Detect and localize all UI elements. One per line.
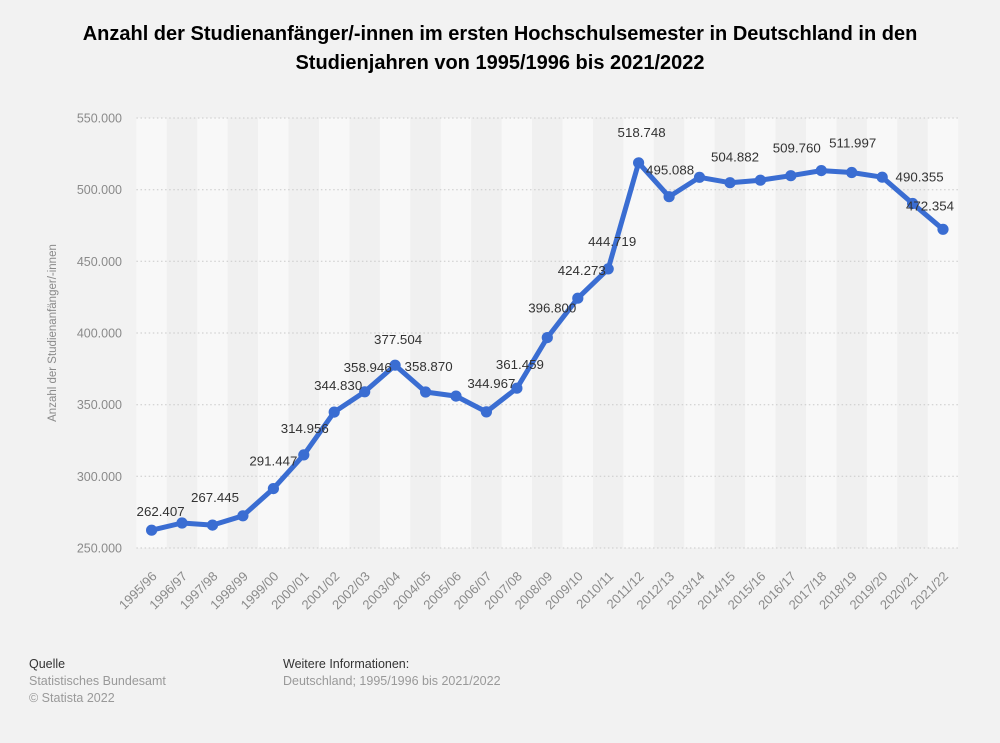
data-point-2007-08[interactable] bbox=[511, 382, 523, 394]
data-point-2020-21[interactable] bbox=[907, 197, 919, 210]
data-point-2015-16[interactable] bbox=[754, 174, 767, 186]
data-point-label: 314.956 bbox=[281, 421, 329, 436]
data-point-2013-14[interactable] bbox=[693, 171, 706, 183]
data-point-2000-01[interactable] bbox=[298, 449, 310, 461]
data-point-label: 344.967 bbox=[467, 376, 515, 391]
y-tick-label: 500.000 bbox=[77, 183, 122, 197]
data-point-label: 361.459 bbox=[496, 357, 544, 372]
plot-band bbox=[836, 118, 867, 548]
data-point-2005-06[interactable] bbox=[450, 390, 462, 402]
data-point-2018-19[interactable] bbox=[846, 166, 858, 179]
data-point-2017-18[interactable] bbox=[815, 165, 827, 177]
data-point-1998-99[interactable] bbox=[237, 510, 249, 522]
data-point-label: 504.882 bbox=[711, 150, 759, 165]
data-point-2014-15[interactable] bbox=[724, 177, 736, 189]
copyright-note: © Statista 2022 bbox=[29, 691, 115, 705]
data-point-1997-98[interactable] bbox=[206, 519, 219, 531]
data-point-label: 518.748 bbox=[618, 125, 666, 140]
source-name: Statistisches Bundesamt bbox=[29, 674, 166, 688]
y-tick-label: 550.000 bbox=[77, 112, 122, 126]
data-point-2009-10[interactable] bbox=[572, 292, 584, 304]
data-point-2004-05[interactable] bbox=[420, 386, 432, 398]
info-label: Weitere Informationen: bbox=[283, 657, 410, 671]
data-point-2016-17[interactable] bbox=[785, 170, 797, 182]
data-point-2010-11[interactable] bbox=[602, 263, 614, 275]
plot-band bbox=[227, 118, 259, 548]
data-point-label: 511.997 bbox=[829, 136, 876, 151]
y-axis-title: Anzahl der Studienanfänger/-innen bbox=[47, 244, 59, 422]
data-point-2001-02[interactable] bbox=[328, 406, 340, 418]
info-block: Weitere Informationen: Deutschland; 1995… bbox=[283, 656, 501, 690]
data-point-2012-13[interactable] bbox=[663, 191, 675, 203]
data-point-label: 358.946 bbox=[344, 360, 392, 375]
data-point-label: 262.407 bbox=[137, 504, 185, 519]
data-point-2019-20[interactable] bbox=[876, 171, 888, 183]
data-point-2003-04[interactable] bbox=[389, 359, 401, 371]
data-point-2011-12[interactable] bbox=[633, 157, 645, 169]
line-chart: 250.000 300.000 350.000 400.000 450.000 500.0… bbox=[47, 112, 959, 612]
data-point-label: 490.355 bbox=[896, 170, 944, 185]
data-point-2008-09[interactable] bbox=[541, 332, 553, 344]
y-tick-label: 450.000 bbox=[77, 255, 122, 269]
data-point-label: 377.504 bbox=[374, 332, 422, 347]
data-point-label: 472.354 bbox=[906, 198, 954, 213]
plot-band bbox=[471, 118, 502, 548]
chart-title: Anzahl der Studienanfänger/-innen im ers… bbox=[82, 23, 918, 74]
source-block: Quelle Statistisches Bundesamt © Statist… bbox=[29, 656, 166, 707]
data-point-2021-22[interactable] bbox=[937, 223, 949, 235]
data-point-1996-97[interactable] bbox=[176, 517, 188, 529]
data-point-label: 495.088 bbox=[646, 163, 694, 178]
data-point-label: 509.760 bbox=[773, 141, 821, 156]
data-point-label: 444.719 bbox=[588, 234, 636, 249]
data-point-1999-00[interactable] bbox=[267, 483, 279, 495]
source-label: Quelle bbox=[29, 657, 66, 671]
data-point-label: 358.870 bbox=[405, 359, 453, 374]
data-point-label: 396.800 bbox=[528, 301, 576, 316]
data-point-2006-07[interactable] bbox=[480, 406, 492, 418]
y-tick-label: 250.000 bbox=[77, 542, 122, 556]
plot-band bbox=[440, 118, 472, 548]
data-point-label: 267.445 bbox=[191, 490, 239, 505]
info-text: Deutschland; 1995/1996 bis 2021/2022 bbox=[283, 674, 501, 688]
y-tick-label: 350.000 bbox=[77, 398, 122, 412]
data-point-label: 291.447 bbox=[249, 454, 297, 469]
data-point-label: 344.830 bbox=[314, 378, 362, 393]
data-point-label: 424.273 bbox=[558, 263, 606, 278]
data-point-2002-03[interactable] bbox=[359, 386, 371, 398]
y-tick-label: 300.000 bbox=[77, 470, 122, 484]
y-tick-label: 400.000 bbox=[77, 327, 122, 341]
data-point-1995-96[interactable] bbox=[146, 524, 158, 536]
